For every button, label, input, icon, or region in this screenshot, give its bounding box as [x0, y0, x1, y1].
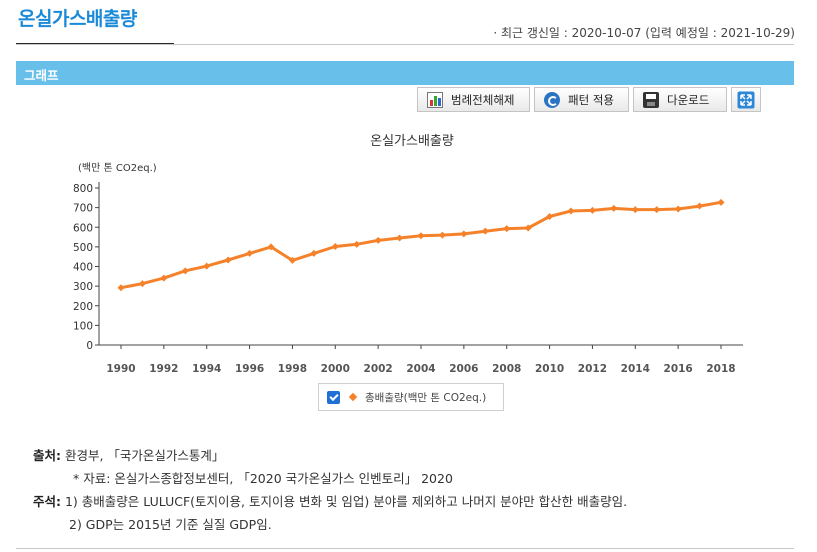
- x-tick-label: 1992: [149, 363, 178, 375]
- section-header: 그래프: [16, 61, 794, 85]
- data-point: [224, 256, 232, 264]
- x-tick-label: 2002: [364, 363, 393, 375]
- x-tick-label: 1998: [278, 363, 307, 375]
- series-line: [120, 200, 722, 290]
- notes-section: 출처: 환경부, 「국가온실가스통계」 * 자료: 온실가스종합정보센터, 「2…: [33, 444, 627, 536]
- data-point: [396, 234, 404, 242]
- y-tick-label: 200: [73, 301, 93, 313]
- x-tick-label: 2010: [535, 363, 564, 375]
- chart-legend: 총배출량(백만 톤 CO2eq.): [318, 383, 504, 411]
- x-tick-label: 1996: [235, 363, 264, 375]
- y-tick-label: 0: [86, 340, 93, 352]
- page-title: 온실가스배출량: [18, 8, 137, 30]
- update-info: · 최근 갱신일 : 2020-10-07 (입력 예정일 : 2021-10-…: [493, 26, 795, 40]
- x-tick-label: 2000: [321, 363, 350, 375]
- remarks-row: 주석: 1) 총배출량은 LULUCF(토지이용, 토지이용 변화 및 임업) …: [33, 490, 627, 513]
- y-tick-label: 500: [73, 242, 93, 254]
- data-point: [438, 231, 446, 239]
- data-point: [610, 204, 618, 212]
- header-divider: [16, 44, 794, 45]
- y-tick-label: 600: [73, 222, 93, 234]
- data-point: [674, 205, 682, 213]
- data-point: [567, 207, 575, 215]
- data-point: [203, 262, 211, 270]
- expand-button[interactable]: [731, 87, 761, 112]
- apply-pattern-label: 패턴 적용: [568, 92, 614, 107]
- data-point: [267, 243, 275, 251]
- bottom-divider: [16, 548, 794, 549]
- apply-pattern-button[interactable]: 패턴 적용: [534, 87, 629, 112]
- y-tick-label: 100: [73, 320, 93, 332]
- data-point: [181, 267, 189, 275]
- data-point: [374, 236, 382, 244]
- data-point: [417, 232, 425, 240]
- source-row: 출처: 환경부, 「국가온실가스통계」: [33, 444, 627, 467]
- x-tick-label: 1990: [106, 363, 135, 375]
- chart-title: 온실가스배출량: [370, 134, 454, 149]
- bar-chart-icon: [427, 91, 443, 108]
- y-tick-label: 800: [73, 183, 93, 195]
- data-point: [138, 280, 146, 288]
- legend-checkbox[interactable]: [327, 390, 340, 404]
- data-point: [717, 198, 725, 206]
- y-tick-label: 400: [73, 262, 93, 274]
- x-tick-label: 2008: [492, 363, 521, 375]
- data-point: [696, 202, 704, 210]
- legend-all-off-label: 범례전체해제: [451, 92, 515, 107]
- data-point: [460, 230, 468, 238]
- data-point: [631, 206, 639, 214]
- data-point: [288, 256, 296, 264]
- save-disk-icon: [643, 91, 659, 108]
- remarks-key: 주석:: [33, 494, 61, 509]
- x-tick-label: 2006: [449, 363, 478, 375]
- legend-all-off-button[interactable]: 범례전체해제: [417, 87, 530, 112]
- data-source-row: * 자료: 온실가스종합정보센터, 「2020 국가온실가스 인벤토리」 202…: [73, 471, 453, 486]
- refresh-icon: [544, 91, 560, 108]
- legend-series-label: 총배출량(백만 톤 CO2eq.): [365, 391, 487, 404]
- data-point: [588, 206, 596, 214]
- x-tick-label: 2012: [578, 363, 607, 375]
- data-point: [117, 284, 125, 292]
- remark-1-text: 1) 총배출량은 LULUCF(토지이용, 토지이용 변화 및 임업) 분야를 …: [64, 494, 628, 509]
- data-point: [160, 274, 168, 282]
- data-point: [331, 242, 339, 250]
- x-tick-label: 2018: [706, 363, 735, 375]
- legend-diamond-marker: [348, 392, 358, 402]
- x-tick-label: 2016: [664, 363, 693, 375]
- y-tick-label: 300: [73, 281, 93, 293]
- data-point: [246, 249, 254, 257]
- source-key: 출처:: [33, 448, 61, 463]
- data-point: [310, 249, 318, 257]
- data-point: [524, 224, 532, 232]
- data-point: [353, 240, 361, 248]
- y-tick-label: 700: [73, 203, 93, 215]
- data-point: [653, 206, 661, 214]
- expand-icon: [737, 91, 755, 108]
- download-label: 다운로드: [667, 92, 710, 107]
- x-tick-label: 1994: [192, 363, 221, 375]
- x-tick-label: 2004: [406, 363, 435, 375]
- data-point: [503, 225, 511, 233]
- download-button[interactable]: 다운로드: [633, 87, 727, 112]
- remark-2-text: 2) GDP는 2015년 기준 실질 GDP임.: [69, 517, 272, 532]
- chart-toolbar: 범례전체해제 패턴 적용 다운로드: [417, 87, 761, 112]
- data-point: [481, 227, 489, 235]
- y-axis-unit-label: (백만 톤 CO2eq.): [78, 162, 157, 174]
- data-point: [546, 212, 554, 220]
- source-text: 환경부, 「국가온실가스통계」: [64, 448, 225, 463]
- section-title: 그래프: [24, 68, 59, 83]
- x-tick-label: 2014: [621, 363, 650, 375]
